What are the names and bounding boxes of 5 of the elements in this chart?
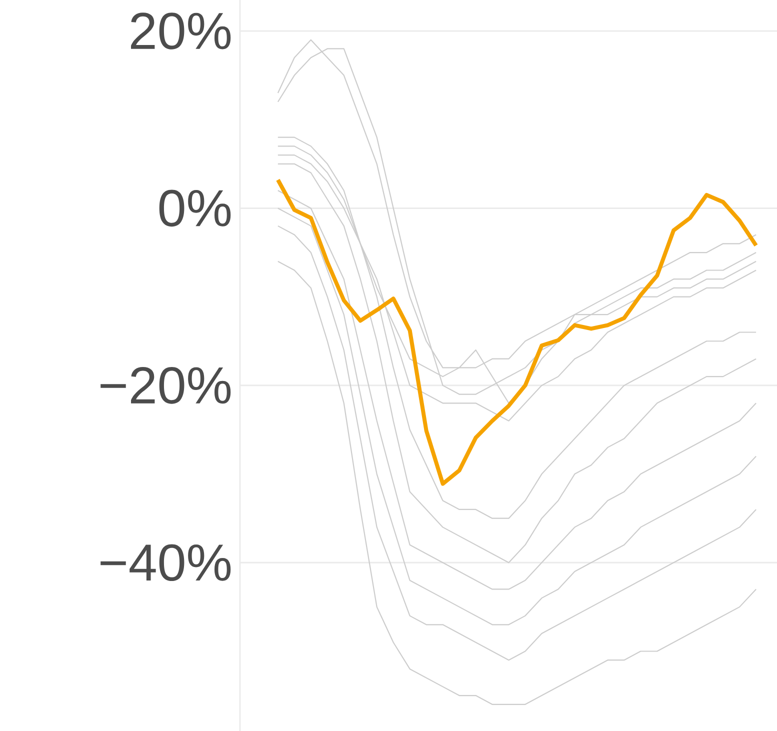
line-series xyxy=(276,178,758,486)
y-tick-label: −40% xyxy=(100,544,231,582)
y-tick-label: 20% xyxy=(131,12,231,50)
y-tick-label: −20% xyxy=(100,367,231,404)
y-tick-label: 0% xyxy=(159,190,231,227)
